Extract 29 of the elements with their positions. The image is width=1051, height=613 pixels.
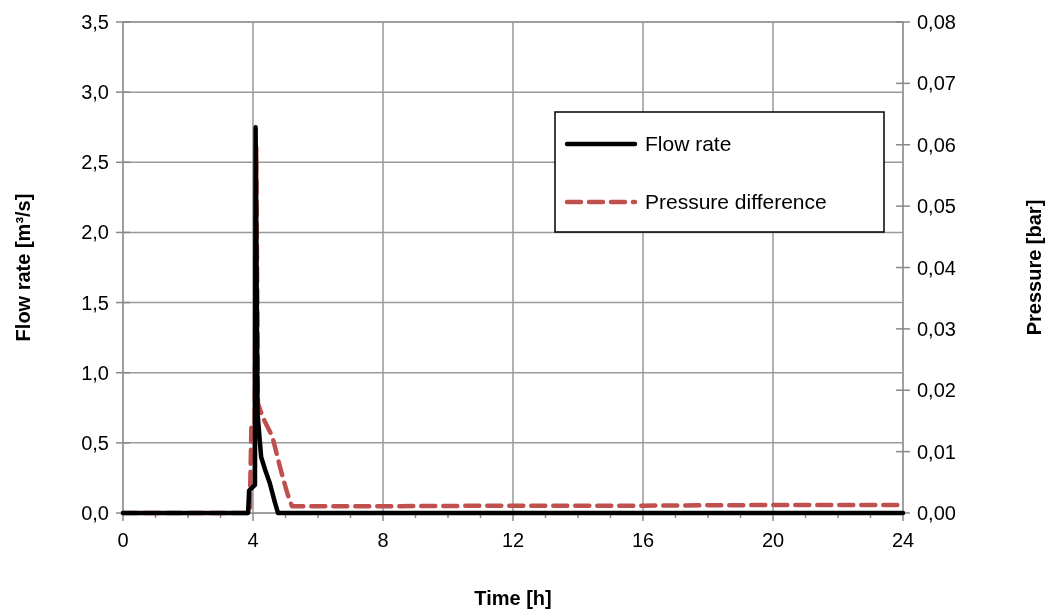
x-tick-label: 16: [631, 529, 655, 551]
legend-label: Pressure difference: [645, 190, 827, 213]
y-tick-label: 3,5: [81, 11, 109, 33]
y2-tick-label: 0,00: [917, 502, 956, 524]
y-tick-label: 2,5: [81, 151, 109, 174]
legend-label: Flow rate: [645, 132, 732, 155]
y2-tick-label: 0,01: [917, 440, 956, 463]
y2-tick-label: 0,02: [917, 379, 956, 402]
x-axis-title: Time [h]: [474, 587, 552, 609]
x-tick-label: 8: [377, 529, 389, 551]
y-tick-label: 1,5: [81, 291, 109, 314]
x-tick-label: 0: [117, 529, 129, 551]
y2-tick-label: 0,08: [917, 11, 956, 33]
x-tick-label: 20: [761, 529, 785, 551]
y-tick-label: 0,5: [81, 431, 109, 454]
y2-tick-label: 0,03: [917, 317, 956, 340]
y-tick-label: 1,0: [81, 361, 109, 384]
y2-tick-label: 0,04: [917, 256, 956, 279]
y2-tick-label: 0,06: [917, 133, 956, 156]
x-tick-label: 4: [247, 529, 259, 551]
y2-tick-label: 0,05: [917, 195, 956, 218]
y-axis-title: Flow rate [m³/s]: [12, 193, 34, 342]
y2-axis-title: Pressure [bar]: [1023, 199, 1045, 336]
y2-tick-label: 0,07: [917, 72, 956, 95]
y-tick-label: 2,0: [81, 221, 109, 244]
x-tick-label: 12: [501, 529, 525, 551]
x-tick-label: 24: [891, 529, 915, 551]
y-tick-label: 0,0: [81, 502, 109, 524]
y-tick-label: 3,0: [81, 81, 109, 104]
